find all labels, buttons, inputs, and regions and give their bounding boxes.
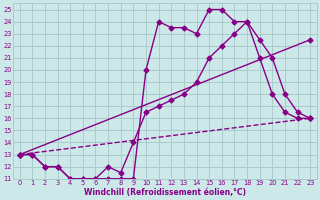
X-axis label: Windchill (Refroidissement éolien,°C): Windchill (Refroidissement éolien,°C) xyxy=(84,188,246,197)
